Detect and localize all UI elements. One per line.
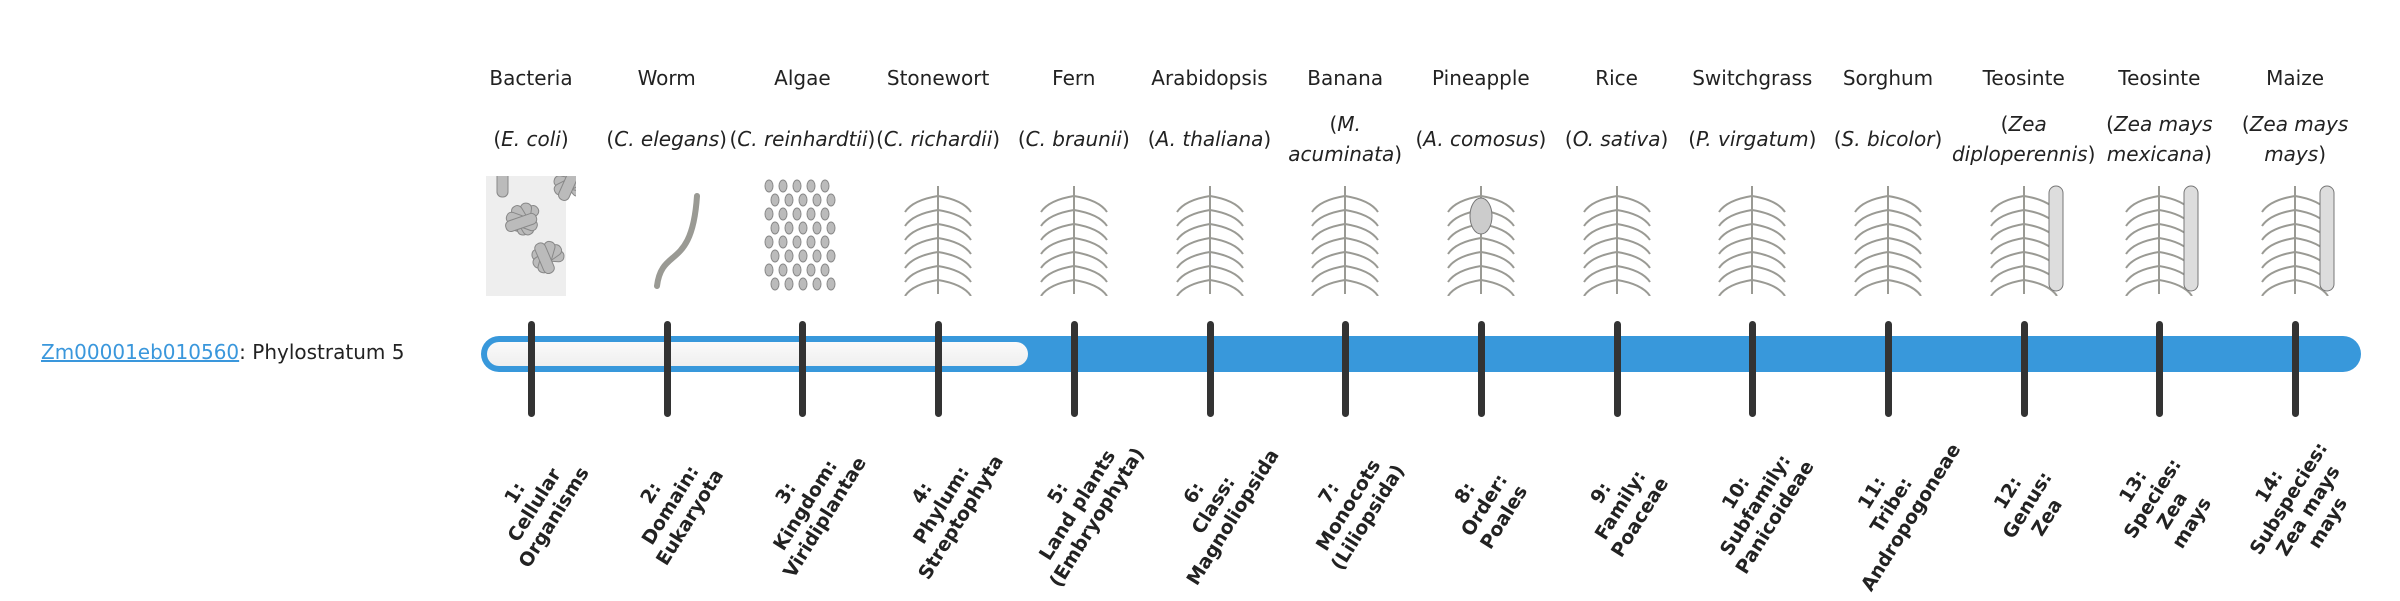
stratum-label: 9: Family: Poaceae <box>1546 415 1695 596</box>
stratum-tick <box>2020 321 2028 417</box>
organism-species: (A. comosus) <box>1415 127 1547 151</box>
organism-name: Bacteria <box>489 66 573 90</box>
organism-species: (O. sativa) <box>1564 127 1669 151</box>
stonewort-icon <box>863 176 1013 296</box>
pineapple-icon <box>1406 176 1556 296</box>
gene-link[interactable]: Zm00001eb010560 <box>41 340 240 364</box>
organism-species: (C. braunii) <box>1017 127 1130 151</box>
phylostratum-bar-empty <box>487 342 1028 366</box>
stratum-label: 3: Kingdom: Viridiplantae <box>732 415 881 596</box>
scientific-name: Zea diploperennis <box>1951 112 2088 166</box>
organism-species: (M. acuminata) <box>1288 112 1403 166</box>
sorghum-icon <box>1813 176 1963 296</box>
stratum-label: 8: Order: Poales <box>1411 415 1560 596</box>
scientific-name: S. bicolor <box>1841 127 1935 151</box>
organism-name: Maize <box>2266 66 2325 90</box>
stratum-label: 4: Phylum: Streptophyta <box>868 415 1017 596</box>
scientific-name: E. coli <box>501 127 561 151</box>
worm-icon <box>592 176 742 296</box>
scientific-name: M. acuminata <box>1288 112 1395 166</box>
scientific-name: A. comosus <box>1423 127 1539 151</box>
organism-name: Banana <box>1307 66 1384 90</box>
stratum-tick <box>1342 321 1350 417</box>
stratum-tick <box>528 321 535 417</box>
organism-species: (A. thaliana) <box>1147 127 1272 151</box>
organism-name: Teosinte <box>1982 66 2065 90</box>
stratum-label: 11: Tribe: Andropogoneae <box>1818 415 1967 596</box>
organism-name: Teosinte <box>2118 66 2201 90</box>
teosinte-icon <box>1949 176 2099 296</box>
organism-species: (S. bicolor) <box>1833 127 1943 151</box>
scientific-name: C. elegans <box>614 127 720 151</box>
scientific-name: C. richardii <box>883 127 993 151</box>
stratum-label: 10: Subfamily: Panicoideae <box>1682 415 1831 596</box>
gene-label: Zm00001eb010560: Phylostratum 5 <box>41 340 404 364</box>
stratum-label: 12: Genus: Zea <box>1953 415 2102 596</box>
banana-icon <box>1270 176 1420 296</box>
organism-species: (Zea mays mays) <box>2241 112 2349 166</box>
bacteria-icon <box>456 176 606 296</box>
stratum-label: 13: Species: Zea mays <box>2079 409 2247 601</box>
stratum-tick <box>1749 321 1757 417</box>
organism-species: (Zea diploperennis) <box>1951 112 2096 166</box>
phylostratum-text: : Phylostratum 5 <box>239 340 405 364</box>
scientific-name: C. reinhardtii <box>737 127 868 151</box>
organism-species: (E. coli) <box>493 127 569 151</box>
scientific-name: P. virgatum <box>1696 127 1809 151</box>
scientific-name: A. thaliana <box>1155 127 1264 151</box>
stratum-tick <box>2292 321 2300 417</box>
organism-name: Worm <box>637 66 696 90</box>
organism-name: Arabidopsis <box>1151 66 1268 90</box>
switchgrass-icon <box>1677 176 1827 296</box>
organism-name: Switchgrass <box>1692 66 1813 90</box>
organism-name: Pineapple <box>1432 66 1530 90</box>
organism-species: (P. virgatum) <box>1688 127 1817 151</box>
stratum-label: 1: Cellular Organisms <box>461 415 610 596</box>
organism-species: (C. elegans) <box>606 127 727 151</box>
scientific-name: O. sativa <box>1572 127 1661 151</box>
stratum-tick <box>1885 321 1892 417</box>
organism-name: Fern <box>1052 66 1096 90</box>
stratum-label: 6: Class: Magnoliopsida <box>1139 415 1288 596</box>
scientific-name: Zea mays mexicana <box>2106 112 2213 166</box>
stratum-tick <box>935 321 943 417</box>
organism-name: Algae <box>774 66 831 90</box>
teosinte-icon <box>2084 176 2234 296</box>
organism-species: (Zea mays mexicana) <box>2106 112 2213 166</box>
stratum-tick <box>1477 321 1485 417</box>
stratum-label: 14: Subspecies: Zea mays mays <box>2215 409 2383 601</box>
stratum-label: 7: Monocots (Liliopsida) <box>1275 415 1424 596</box>
organism-species: (C. richardii) <box>876 127 1001 151</box>
stratum-label: 2: Domain: Eukaryota <box>596 415 745 596</box>
scientific-name: C. braunii <box>1025 127 1122 151</box>
organism-species: (C. reinhardtii) <box>729 127 876 151</box>
fern-icon <box>999 176 1149 296</box>
maize-icon <box>2220 176 2370 296</box>
organism-name: Rice <box>1595 66 1638 90</box>
rice-icon <box>1542 176 1692 296</box>
stratum-tick <box>663 321 671 417</box>
stratum-tick <box>799 321 807 417</box>
algae-icon <box>727 176 877 296</box>
stratum-tick <box>2156 321 2164 417</box>
stratum-tick <box>1206 321 1214 417</box>
organism-name: Sorghum <box>1842 66 1934 90</box>
organism-name: Stonewort <box>886 66 990 90</box>
scientific-name: Zea mays mays <box>2249 112 2349 166</box>
stratum-tick <box>1070 321 1078 417</box>
stratum-label: 5: Land plants (Embryophyta) <box>1003 415 1152 596</box>
arabidopsis-icon <box>1135 176 1285 296</box>
stratum-tick <box>1613 321 1621 417</box>
